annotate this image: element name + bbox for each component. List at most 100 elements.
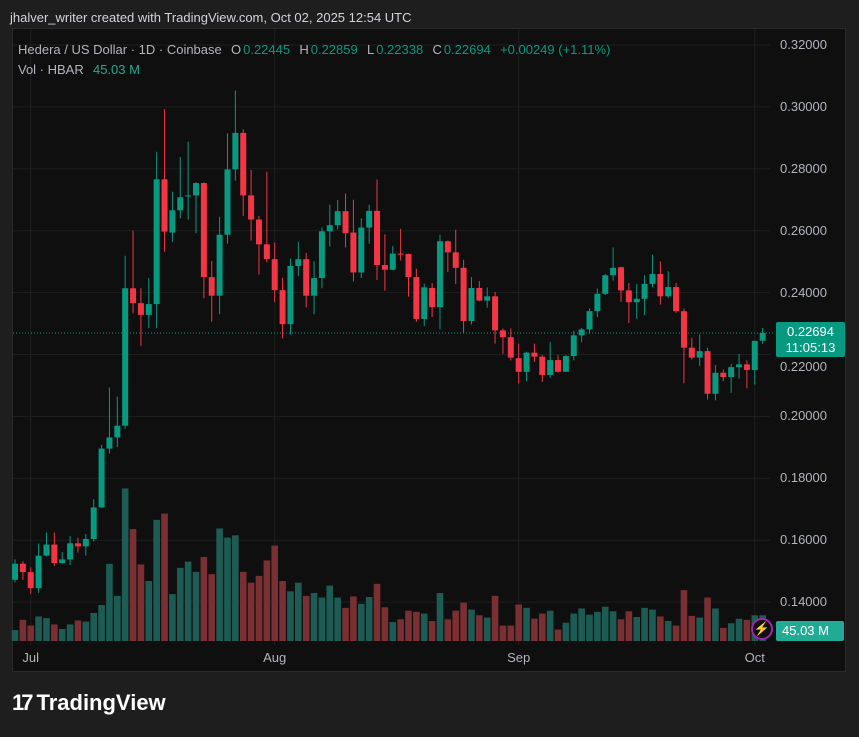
candle-body — [421, 287, 428, 319]
candle-body — [665, 287, 672, 297]
candle-body — [381, 265, 388, 270]
volume-bar — [239, 571, 247, 641]
candle-body — [736, 364, 743, 368]
candle-body — [98, 448, 105, 508]
candle-body — [633, 298, 640, 303]
volume-bar — [98, 605, 105, 641]
volume-bar — [633, 617, 641, 641]
candle-body — [27, 572, 34, 589]
volume-title[interactable]: Vol · HBAR — [18, 62, 84, 77]
last-price-value: 0.22694 — [787, 324, 834, 339]
price-tick-label: 0.26000 — [780, 222, 827, 238]
volume-bar — [641, 607, 648, 641]
candle-body — [720, 372, 727, 378]
volume-bar — [704, 597, 711, 641]
volume-bar — [578, 608, 585, 641]
candle-body — [476, 287, 483, 301]
candle-body — [728, 367, 735, 378]
tradingview-logo-text: TradingView — [36, 690, 166, 715]
volume-bar — [468, 609, 475, 641]
volume-bar — [161, 513, 168, 641]
close-value: 0.22694 — [443, 42, 491, 57]
candle-body — [657, 274, 664, 297]
candle-body — [59, 559, 66, 564]
candle-body — [303, 259, 310, 296]
volume-bar — [208, 574, 216, 641]
chart-legend: Hedera / US Dollar · 1D · Coinbase O 0.22… — [18, 40, 612, 80]
price-tick-label: 0.18000 — [780, 470, 827, 486]
time-tick-label: Jul — [22, 650, 40, 665]
volume-bar — [121, 488, 129, 641]
volume-bar — [389, 622, 397, 641]
volume-bar — [74, 620, 82, 641]
volume-bar — [35, 616, 42, 641]
volume-bar — [82, 621, 90, 641]
tradingview-logo[interactable]: 17 TradingView — [12, 690, 166, 716]
candle-body — [232, 132, 239, 170]
volume-bar — [538, 613, 546, 641]
volume-bar — [649, 609, 656, 641]
candle-body — [177, 197, 184, 211]
volume-bar — [27, 625, 35, 641]
candle-body — [342, 211, 349, 234]
volume-bar — [381, 607, 389, 641]
volume-bar — [570, 613, 578, 641]
candle-body — [240, 132, 247, 196]
candle-body — [704, 351, 711, 394]
candle-body — [578, 329, 585, 336]
volume-bar — [137, 564, 145, 641]
volume-bar — [657, 616, 664, 641]
lightning-icon[interactable]: ⚡ — [751, 618, 773, 640]
volume-bar — [232, 535, 239, 641]
volume-bar — [224, 537, 231, 641]
candle-body — [389, 253, 396, 270]
candle-body — [193, 183, 200, 196]
open-label: O — [230, 42, 242, 57]
volume-bar — [51, 624, 58, 641]
candle-body — [326, 225, 333, 232]
volume-bar — [405, 610, 412, 641]
volume-bar — [586, 614, 593, 641]
volume-bar — [688, 615, 696, 641]
volume-bar — [216, 528, 223, 641]
volume-bar — [397, 619, 404, 641]
candle-body — [602, 275, 609, 294]
low-value: 0.22338 — [376, 42, 424, 57]
high-value: 0.22859 — [310, 42, 358, 57]
candle-body — [366, 210, 373, 228]
volume-bar — [263, 560, 271, 641]
volume-bar — [247, 582, 255, 641]
volume-bar — [664, 621, 672, 641]
open-value: 0.22445 — [243, 42, 291, 57]
candle-body — [263, 244, 270, 260]
candle-body — [570, 335, 577, 357]
volume-bar — [145, 581, 153, 641]
candle-body — [145, 304, 152, 315]
candle-body — [397, 253, 404, 255]
candle-body — [617, 267, 624, 291]
volume-bar — [58, 629, 66, 641]
volume-bar — [255, 575, 263, 641]
candle-body — [460, 267, 467, 322]
symbol-title[interactable]: Hedera / US Dollar · 1D · Coinbase — [18, 42, 222, 57]
volume-bar — [129, 529, 137, 641]
volume-bar — [357, 603, 365, 641]
time-tick-label: Sep — [507, 650, 531, 665]
bar-countdown: 11:05:13 — [785, 340, 836, 355]
price-tick-label: 0.28000 — [780, 160, 827, 176]
volume-bar — [295, 582, 302, 641]
volume-bar — [491, 595, 499, 641]
price-tick-label: 0.30000 — [780, 98, 827, 114]
volume-bar — [523, 607, 530, 641]
candle-body — [279, 290, 286, 325]
volume-bar — [302, 595, 310, 641]
volume-bar — [743, 619, 751, 641]
volume-bar — [680, 590, 688, 641]
candle-body — [539, 356, 546, 375]
chart-panel[interactable] — [12, 28, 846, 672]
volume-bar — [184, 561, 192, 641]
price-tick-label: 0.32000 — [780, 37, 827, 52]
candle-body — [641, 283, 648, 299]
candle-body — [405, 253, 412, 278]
